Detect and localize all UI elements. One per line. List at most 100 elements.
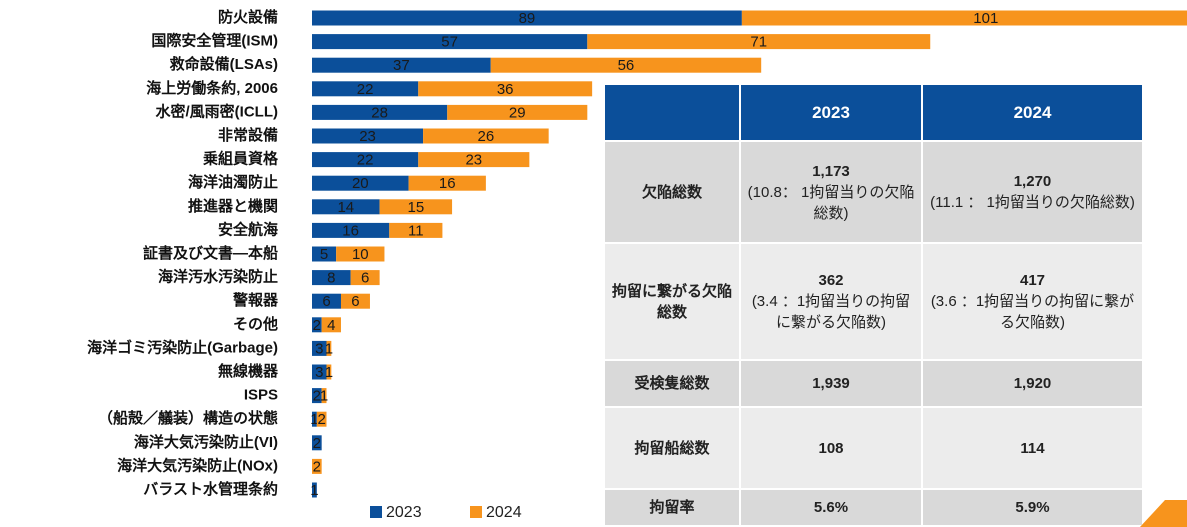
value-label: 89 <box>519 10 536 27</box>
bar-segment <box>423 128 549 144</box>
value-label: 1 <box>325 364 333 381</box>
column-header: 2024 <box>923 85 1142 140</box>
category-label: 国際安全管理(ISM) <box>151 32 278 50</box>
category-label: 海洋油濁防止 <box>188 173 278 191</box>
summary-table: 2023 2024 欠陥総数 1,173 (10.8： 1拘留当りの欠陥総数) 1,270… <box>605 85 1142 525</box>
value-label: 3 <box>315 364 323 381</box>
category-label: 無線機器 <box>218 362 279 380</box>
category-label: 証書及び文書—本船 <box>143 244 278 262</box>
bar-segment <box>418 152 530 168</box>
table-cell: 1,173 (10.8： 1拘留当りの欠陥総数) <box>741 142 921 242</box>
cell-text: 417 <box>1019 272 1046 289</box>
value-label: 6 <box>322 293 330 310</box>
cell-text: 1,173 <box>812 162 850 180</box>
value-label: 71 <box>750 34 767 51</box>
cell-text: (3.4 ：1拘留当りの拘留に繋がる欠陥数) <box>751 293 911 331</box>
table-cell: 1,270 (11.1 ： 1拘留当りの欠陥総数) <box>923 142 1142 242</box>
cell-text: 5.6% <box>813 499 849 516</box>
bar-segment <box>312 152 419 168</box>
bar-segment <box>490 57 762 73</box>
value-label: 1 <box>310 482 318 499</box>
value-label: 1 <box>325 340 333 357</box>
value-label: 37 <box>393 57 410 74</box>
bar-segment <box>340 293 370 309</box>
row-label: 受検隻総数 <box>605 361 739 406</box>
value-label: 4 <box>327 317 335 334</box>
category-label: （船殻／艤装）構造の状態 <box>98 409 278 427</box>
bar-segment <box>312 34 588 50</box>
bar-segment <box>312 293 341 309</box>
row-label: 拘留に繋がる欠陥総数 <box>605 244 739 359</box>
bar-segment <box>312 199 380 215</box>
category-label: 警報器 <box>232 291 279 309</box>
cell-text: 108 <box>818 439 844 457</box>
cell-text: 1,270 <box>1013 173 1052 190</box>
value-label: 11 <box>408 222 424 239</box>
cell-text: 1,939 <box>812 375 850 392</box>
bar-segment <box>312 246 337 262</box>
category-label: 非常設備 <box>218 126 278 144</box>
category-label: 乗組員資格 <box>203 150 279 168</box>
category-label: 推進器と機関 <box>188 197 278 215</box>
bar-segment <box>312 317 322 333</box>
category-label: 海上労働条約, 2006 <box>146 79 278 97</box>
bar-segment <box>312 128 424 144</box>
value-label: 5 <box>320 246 328 263</box>
bar-segment <box>312 340 327 356</box>
category-label: 海洋大気汚染防止(NOx) <box>117 456 278 474</box>
cell-text: (3.6 ：1拘留当りの拘留に繋がる欠陥数) <box>930 293 1135 331</box>
value-label: 6 <box>361 270 369 287</box>
category-label: バラスト水管理条約 <box>143 480 278 498</box>
table-cell: 5.9% <box>923 490 1142 525</box>
bar-segment <box>312 175 409 191</box>
category-label: 安全航海 <box>218 220 278 238</box>
bar-segment <box>312 411 317 427</box>
bar-segment <box>336 246 385 262</box>
legend-swatch <box>370 506 382 518</box>
value-label: 3 <box>315 340 323 357</box>
table-cell: 114 <box>923 408 1142 488</box>
category-label: 防火設備 <box>218 8 278 26</box>
bar-segment <box>447 104 588 120</box>
bar-segment <box>312 57 491 73</box>
value-label: 6 <box>351 293 359 310</box>
category-label: 海洋大気汚染防止(VI) <box>134 433 278 451</box>
bar-segment <box>587 34 931 50</box>
bar-segment <box>316 411 327 427</box>
value-label: 23 <box>359 128 376 145</box>
bar-segment <box>312 435 322 451</box>
bar-segment <box>312 222 390 238</box>
bar-segment <box>389 222 443 238</box>
cell-text: 1,920 <box>1013 375 1052 392</box>
bar-segment <box>312 81 419 97</box>
legend-label: 2024 <box>486 504 522 521</box>
header-corner <box>605 85 739 140</box>
category-label: ISPS <box>244 387 278 404</box>
legend-label: 2023 <box>386 504 422 521</box>
value-label: 1 <box>320 388 328 405</box>
bar-segment <box>312 104 448 120</box>
category-label: 水密/風雨密(ICLL) <box>156 102 278 120</box>
bar-segment <box>312 458 322 474</box>
bar-segment <box>321 388 327 404</box>
category-label: 海洋ゴミ汚染防止(Garbage) <box>87 338 278 356</box>
bar-segment <box>312 10 742 26</box>
bar-segment <box>408 175 486 191</box>
legend-swatch <box>470 506 482 518</box>
value-label: 8 <box>327 270 335 287</box>
bar-segment <box>312 364 327 380</box>
table-cell: 5.6% <box>741 490 921 525</box>
value-label: 1 <box>310 411 318 428</box>
cell-text: (11.1 ： 1拘留当りの欠陥総数) <box>930 194 1135 211</box>
row-label: 拘留船総数 <box>605 408 739 488</box>
value-label: 28 <box>371 104 388 121</box>
row-label: 欠陥総数 <box>605 142 739 242</box>
value-label: 2 <box>317 411 325 428</box>
bar-segment <box>418 81 593 97</box>
table-cell: 362 (3.4 ：1拘留当りの拘留に繋がる欠陥数) <box>741 244 921 359</box>
table-cell: 108 <box>741 408 921 488</box>
bar-segment <box>350 270 380 286</box>
value-label: 16 <box>439 175 456 192</box>
table-cell: 1,939 <box>741 361 921 406</box>
